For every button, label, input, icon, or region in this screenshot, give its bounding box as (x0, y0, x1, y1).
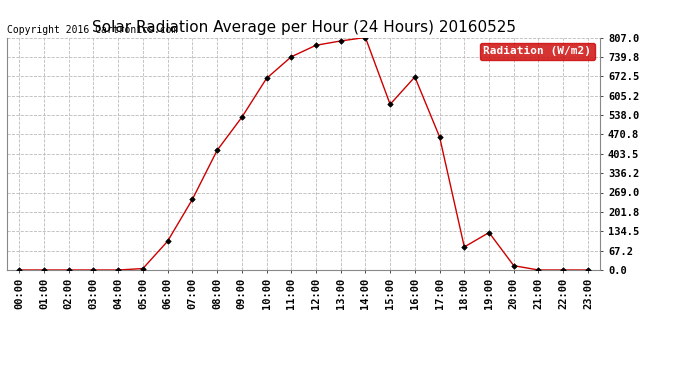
Legend: Radiation (W/m2): Radiation (W/m2) (480, 43, 595, 60)
Title: Solar Radiation Average per Hour (24 Hours) 20160525: Solar Radiation Average per Hour (24 Hou… (92, 20, 515, 35)
Text: Copyright 2016 Cartronics.com: Copyright 2016 Cartronics.com (7, 25, 177, 35)
